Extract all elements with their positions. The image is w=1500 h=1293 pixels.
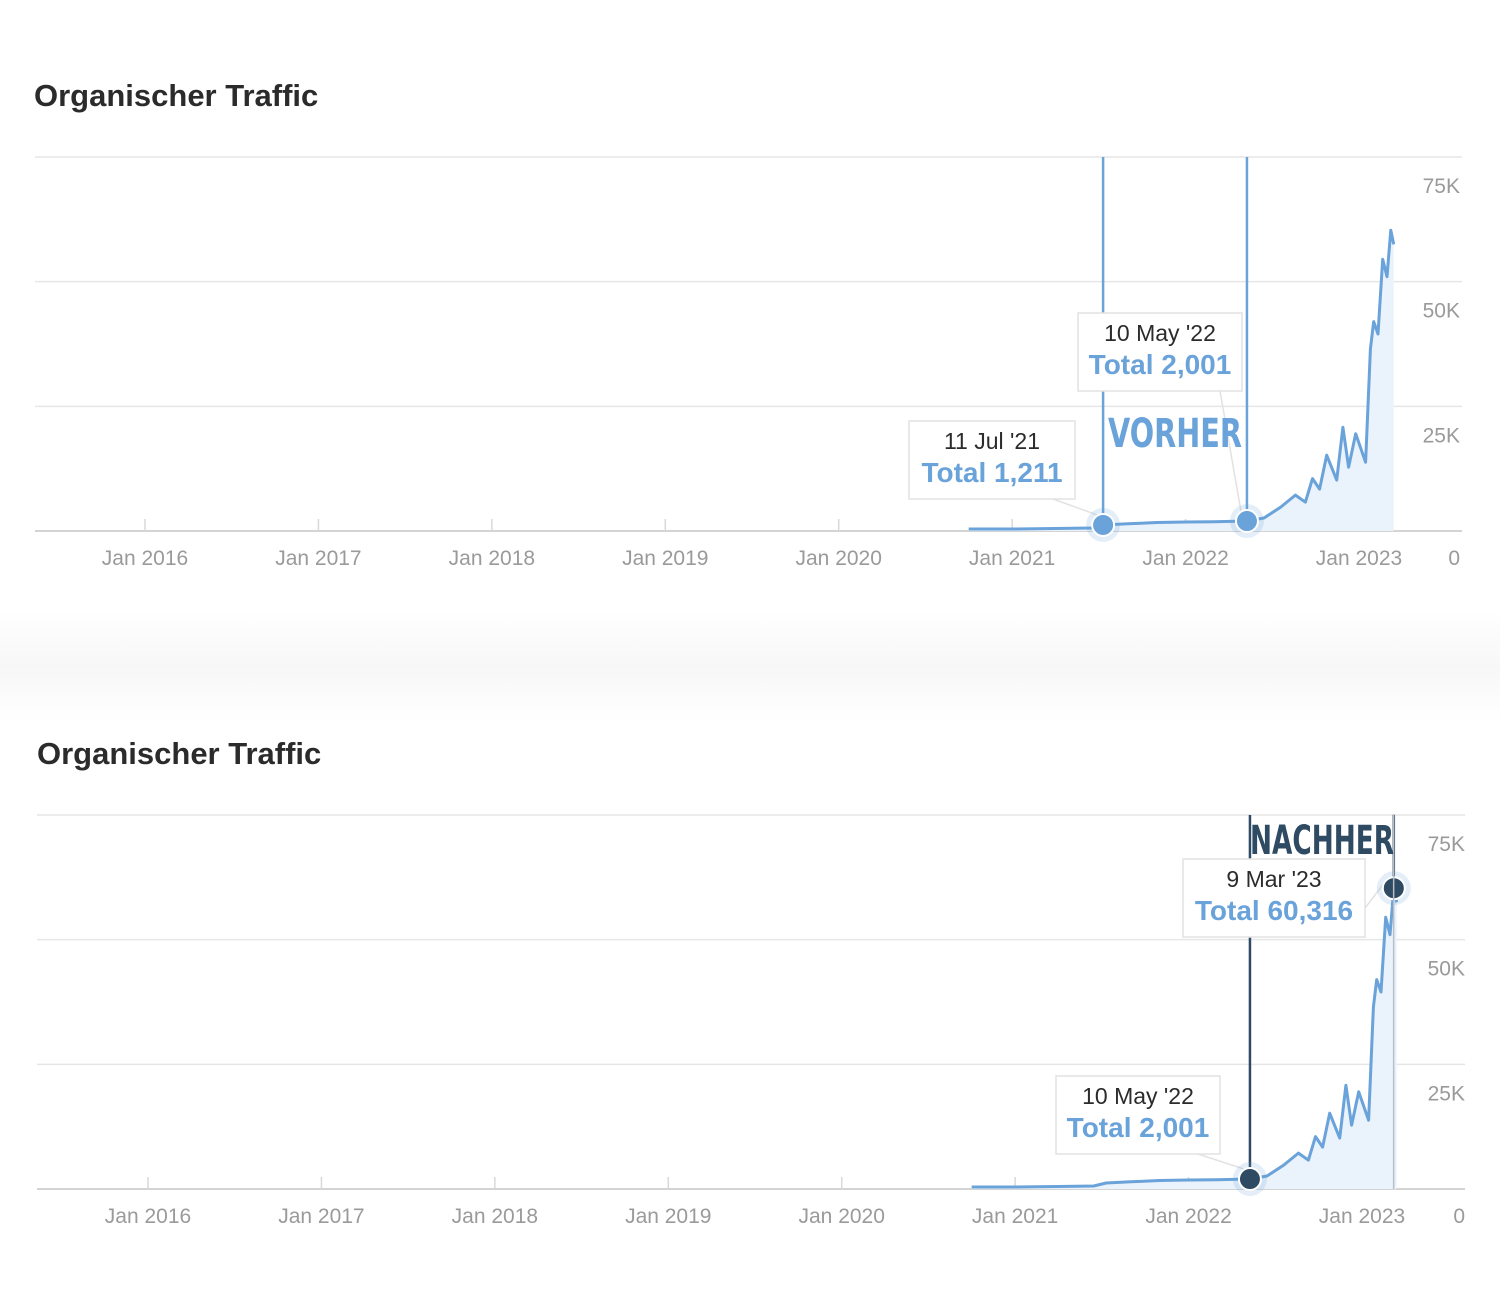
y-tick-label: 50K [1428,958,1465,981]
data-marker [1091,512,1116,537]
stamp-label: NACHHER [1250,818,1394,864]
x-tick-label: Jan 2023 [1316,547,1402,570]
tooltip-total: Total 1,211 [921,457,1062,488]
divider [0,612,1500,722]
tooltip-total: Total 60,316 [1195,895,1353,926]
x-tick-label: Jan 2022 [1142,547,1228,570]
x-tick-label: Jan 2016 [105,1205,191,1228]
traffic-chart-before: 75K 50K 25K 0 Jan 2016 Jan 2017 Jan 2018 Jan 20… [35,156,1462,570]
tooltip-box [1182,858,1366,938]
y-tick-label: 50K [1423,300,1460,323]
chart-title: Organischer Traffic [34,78,319,113]
tooltip-connector [1052,498,1098,516]
y-tick-label: 25K [1423,424,1460,447]
chart-title: Organischer Traffic [37,736,322,771]
series-area [968,230,1394,531]
tooltip-date: 10 May '22 [1082,1083,1194,1109]
x-tick-label: Jan 2017 [278,1205,364,1228]
data-marker [1234,509,1259,534]
chart-panel-before: Organischer Traffic 75K 50K 25K 0 Jan 2016 Ja… [0,0,1500,600]
tooltip-date: 9 Mar '23 [1226,866,1321,892]
y-tick-label: 0 [1453,1205,1465,1228]
tooltip-total: Total 2,001 [1089,349,1232,380]
tooltip-box [1055,1075,1221,1155]
y-tick-label: 25K [1428,1082,1465,1105]
x-tick-label: Jan 2022 [1145,1205,1231,1228]
traffic-chart-after: 75K 50K 25K 0 Jan 2016 Jan 2017 Jan 2018 Jan 20… [37,814,1465,1228]
x-tick-label: Jan 2019 [622,547,708,570]
tooltip-box [1077,312,1243,392]
data-marker [1237,1167,1262,1192]
series-line [971,886,1399,1189]
x-tick-label: Jan 2020 [799,1205,885,1228]
x-tick-label: Jan 2018 [452,1205,538,1228]
x-tick-label: Jan 2017 [275,547,361,570]
tooltip-box [908,420,1076,500]
x-tick-label: Jan 2018 [449,547,535,570]
x-tick-label: Jan 2019 [625,1205,711,1228]
x-tick-label: Jan 2023 [1319,1205,1405,1228]
tooltip-connector [1219,390,1242,512]
chart-panel-after: Organischer Traffic 75K 50K 25K 0 Jan 2016 Ja… [0,658,1500,1258]
tooltip-connector [1197,1153,1245,1170]
x-tick-label: Jan 2020 [796,547,882,570]
y-tick-label: 0 [1448,547,1460,570]
y-tick-label: 75K [1423,175,1460,198]
tooltip-date: 11 Jul '21 [944,428,1040,454]
series-area [971,888,1397,1189]
tooltip-total: Total 2,001 [1067,1112,1210,1143]
x-tick-label: Jan 2021 [972,1205,1058,1228]
stamp-label: VORHER [1108,411,1242,457]
x-tick-label: Jan 2016 [102,547,188,570]
y-tick-label: 75K [1428,833,1465,856]
x-tick-label: Jan 2021 [969,547,1055,570]
tooltip-date: 10 May '22 [1104,320,1216,346]
series-line [968,228,1396,531]
